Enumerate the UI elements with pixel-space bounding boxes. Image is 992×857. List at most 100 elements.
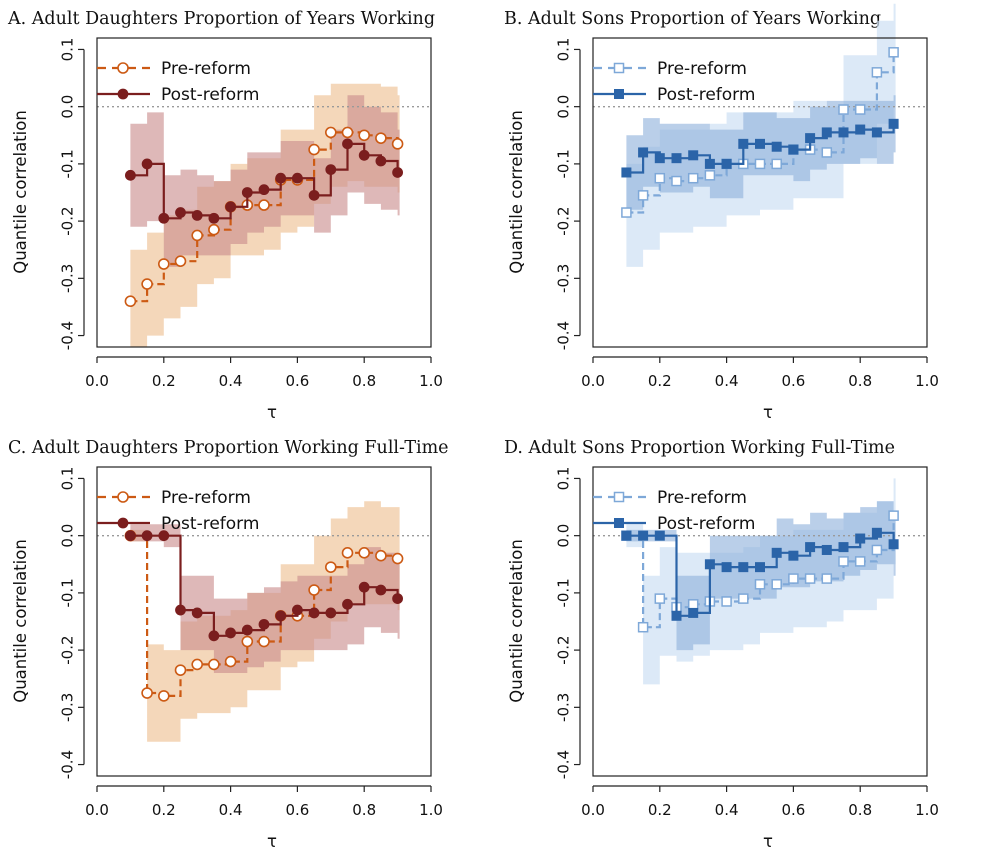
data-point-post [275, 172, 287, 184]
legend-label-post: Post-reform [657, 514, 755, 534]
chart-title: D. Adult Sons Proportion Working Full-Ti… [504, 438, 895, 458]
data-point-pre [854, 104, 866, 115]
data-point-post [788, 550, 799, 561]
x-tick-label: 0.6 [285, 372, 309, 390]
data-point-pre [141, 687, 153, 699]
data-point-post [124, 169, 136, 181]
legend-label-pre: Pre-reform [161, 488, 251, 508]
data-point-pre [158, 258, 170, 270]
y-axis-label: Quantile correlation [507, 539, 526, 703]
x-tick-label: 0.8 [848, 801, 872, 819]
data-point-post [871, 527, 882, 538]
data-point-pre [208, 223, 220, 236]
data-point-pre [621, 207, 632, 218]
y-tick-label: 0.1 [555, 38, 573, 62]
legend: Pre-reform Post-reform [593, 488, 755, 534]
plot-frame [592, 466, 928, 777]
legend-label-post: Post-reform [161, 85, 259, 105]
y-tick-label: -0.3 [59, 264, 77, 293]
x-tick-label: 0.4 [219, 372, 243, 390]
data-point-post [208, 212, 220, 224]
series-markers-post [124, 138, 403, 224]
data-point-pre [721, 596, 732, 607]
data-point-pre [687, 599, 699, 610]
data-point-post [654, 153, 665, 164]
x-tick-label: 1.0 [419, 372, 443, 390]
x-tick-label: 0.8 [352, 372, 376, 390]
y-axis-label: Quantile correlation [11, 539, 30, 703]
data-point-pre [754, 579, 766, 590]
chart-title: B. Adult Sons Proportion of Years Workin… [504, 9, 881, 29]
data-point-post [704, 158, 715, 169]
data-point-post [721, 158, 732, 169]
y-tick-label: -0.2 [59, 206, 77, 235]
data-point-pre [208, 658, 220, 671]
x-axis-label: τ [763, 403, 773, 422]
data-point-pre [637, 621, 649, 633]
data-point-post [654, 530, 665, 541]
data-point-pre [871, 67, 883, 78]
data-point-pre [324, 126, 337, 139]
y-axis-label: Quantile correlation [507, 110, 526, 274]
data-point-post [158, 212, 170, 224]
data-point-post [175, 604, 186, 616]
data-point-post [888, 539, 899, 550]
data-point-post [241, 187, 253, 198]
plot-frame [96, 37, 432, 348]
data-point-post [225, 201, 236, 213]
data-point-post [225, 627, 236, 639]
data-point-pre [888, 510, 899, 521]
data-point-post [342, 598, 353, 610]
data-point-pre [654, 593, 666, 604]
data-point-post [838, 542, 849, 553]
data-point-pre [375, 132, 387, 144]
data-point-post [688, 607, 699, 618]
x-tick-label: 0.0 [581, 372, 605, 390]
legend-label-pre: Pre-reform [161, 59, 251, 79]
data-point-post [308, 607, 320, 619]
data-point-post [291, 172, 303, 184]
y-tick-label: 0.1 [59, 38, 77, 62]
data-point-pre [391, 552, 404, 565]
x-tick-label: 0.6 [781, 801, 805, 819]
data-point-post [141, 158, 153, 170]
data-point-pre [358, 129, 371, 142]
x-tick-label: 0.4 [715, 372, 739, 390]
data-point-post [755, 138, 765, 149]
x-tick-label: 0.0 [581, 801, 605, 819]
series-markers-post [621, 527, 899, 621]
x-tick-label: 1.0 [915, 801, 939, 819]
y-tick-label: 0.1 [555, 467, 573, 491]
x-axis-label: τ [267, 832, 277, 851]
y-tick-label: 0.0 [59, 95, 77, 119]
y-tick-label: 0.0 [59, 524, 77, 548]
x-tick-label: 0.8 [848, 372, 872, 390]
data-point-pre [241, 635, 254, 648]
series-markers-post [124, 530, 403, 642]
data-point-post [771, 547, 782, 558]
data-point-pre [821, 147, 833, 158]
panel-b: B. Adult Sons Proportion of Years Workin… [496, 0, 992, 428]
x-tick-label: 0.0 [85, 372, 109, 390]
data-point-post [821, 544, 832, 555]
y-axis-label: Quantile correlation [11, 110, 30, 274]
data-point-post [392, 593, 403, 605]
ci-band-post [130, 95, 400, 267]
y-tick-label: -0.2 [59, 635, 77, 664]
legend: Pre-reform Post-reform [97, 59, 259, 105]
data-point-post [805, 542, 816, 553]
y-tick-label: -0.4 [555, 321, 573, 350]
chart-title: A. Adult Daughters Proportion of Years W… [7, 9, 435, 29]
x-tick-label: 0.2 [648, 372, 672, 390]
plot-frame [592, 37, 928, 348]
data-point-pre [821, 573, 833, 584]
data-point-pre [771, 158, 782, 170]
x-tick-label: 0.2 [152, 801, 176, 819]
data-point-pre [375, 549, 387, 562]
y-tick-label: -0.4 [59, 321, 77, 350]
data-point-pre [341, 126, 354, 139]
data-point-post [788, 144, 799, 155]
data-point-pre [308, 584, 320, 596]
x-tick-label: 0.2 [648, 801, 672, 819]
data-point-pre [158, 690, 170, 702]
